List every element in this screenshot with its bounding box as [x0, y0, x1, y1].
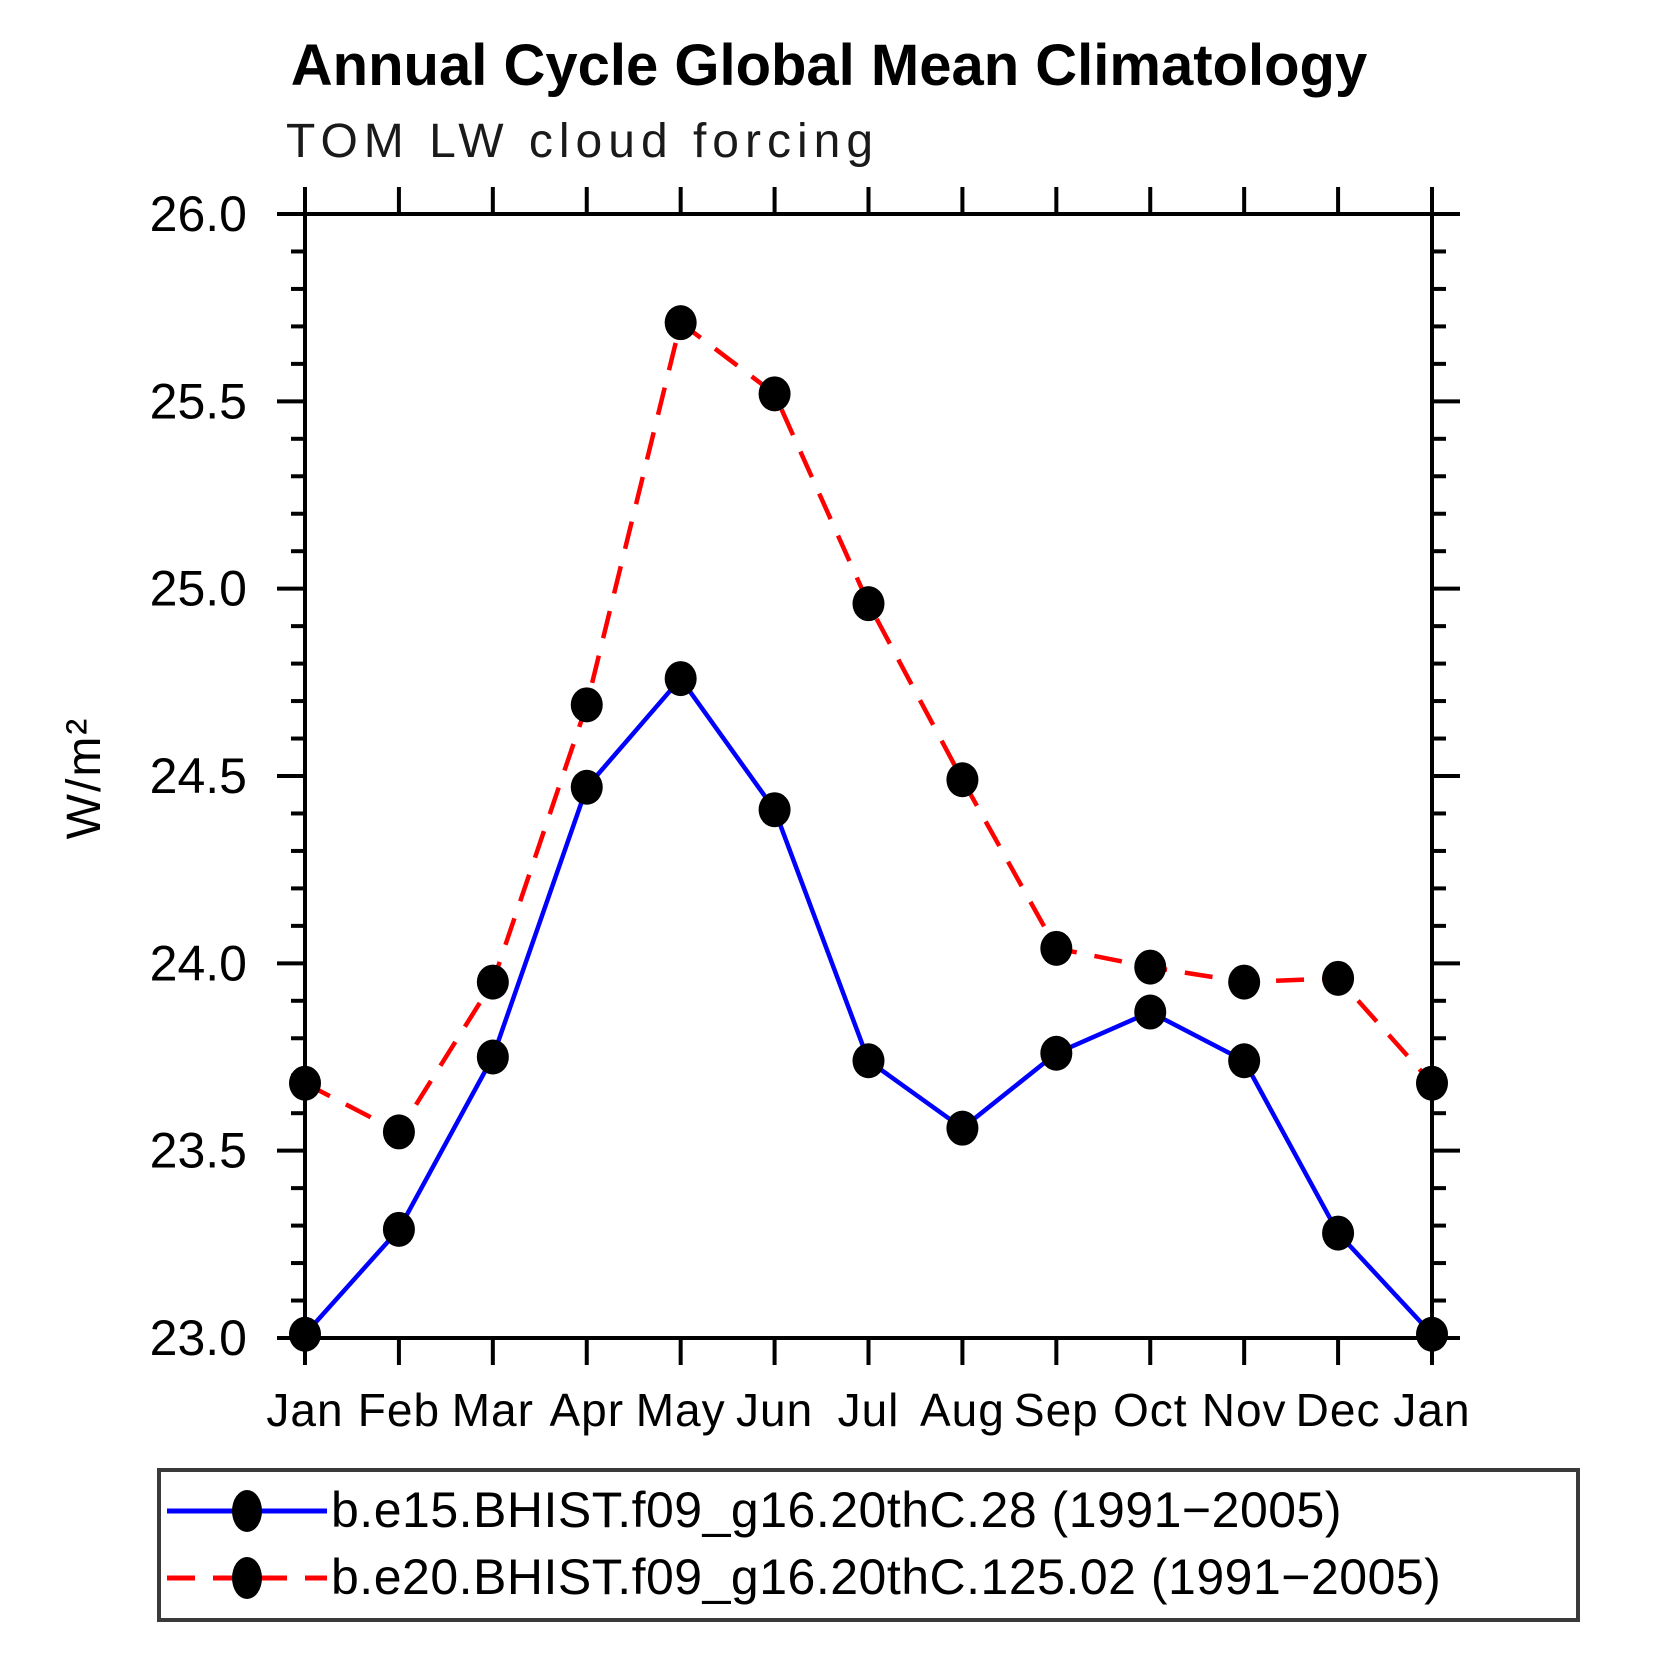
data-point-marker-s0-1 — [382, 1211, 415, 1247]
data-point-marker-s0-10 — [1228, 1043, 1261, 1079]
x-tick-label: Apr — [549, 1384, 624, 1436]
x-tick-label: Nov — [1202, 1384, 1287, 1436]
data-point-marker-s0-4 — [664, 661, 697, 697]
y-tick-label: 24.0 — [150, 935, 247, 991]
x-tick-label: Jun — [736, 1384, 813, 1436]
x-tick-label: Jan — [1393, 1384, 1470, 1436]
chart-subtitle: TOM LW cloud forcing — [286, 115, 880, 168]
legend-entry-label-0: b.e15.BHIST.f09_g16.20thC.28 (1991−2005) — [331, 1482, 1342, 1538]
data-point-marker-s1-2 — [476, 964, 509, 1000]
data-point-marker-s0-12 — [1416, 1316, 1448, 1352]
data-point-marker-s1-3 — [570, 687, 603, 723]
data-point-marker-s0-0 — [289, 1316, 321, 1352]
chart-title: Annual Cycle Global Mean Climatology — [290, 33, 1368, 98]
legend-marker-0 — [232, 1490, 262, 1532]
data-point-marker-s1-1 — [382, 1114, 415, 1150]
x-tick-label: Jul — [838, 1384, 900, 1436]
data-point-marker-s1-11 — [1322, 960, 1355, 996]
x-tick-label: Feb — [358, 1384, 440, 1436]
y-tick-label: 23.0 — [150, 1310, 247, 1366]
x-tick-label: Dec — [1296, 1384, 1381, 1436]
data-point-marker-s0-3 — [570, 769, 603, 805]
y-tick-label: 24.5 — [150, 748, 247, 804]
x-tick-label: May — [636, 1384, 726, 1436]
y-tick-label: 25.5 — [150, 373, 247, 429]
data-point-marker-s0-6 — [852, 1043, 885, 1079]
legend-box — [157, 1468, 1580, 1622]
plot-frame — [303, 212, 1434, 1340]
y-tick-label: 23.5 — [150, 1123, 247, 1179]
data-point-marker-s1-0 — [289, 1065, 321, 1101]
x-tick-label: Aug — [920, 1384, 1005, 1436]
y-tick-label: 26.0 — [150, 186, 247, 242]
x-tick-label: Sep — [1014, 1384, 1099, 1436]
y-axis-label: W/m² — [58, 717, 111, 840]
data-point-marker-s0-7 — [946, 1110, 979, 1146]
data-point-marker-s0-11 — [1322, 1215, 1355, 1251]
data-point-marker-s1-7 — [946, 762, 979, 798]
x-tick-label: Oct — [1113, 1384, 1188, 1436]
data-point-marker-s1-12 — [1416, 1065, 1448, 1101]
legend-entry-label-1: b.e20.BHIST.f09_g16.20thC.125.02 (1991−2… — [331, 1549, 1441, 1605]
data-point-marker-s1-5 — [758, 376, 791, 412]
x-tick-label: Mar — [452, 1384, 534, 1436]
y-tick-label: 25.0 — [150, 561, 247, 617]
data-point-marker-s1-10 — [1228, 964, 1261, 1000]
series-line-0 — [303, 676, 1434, 1336]
data-point-marker-s1-4 — [664, 305, 697, 341]
legend-marker-1 — [232, 1557, 262, 1599]
data-point-marker-s1-8 — [1040, 930, 1073, 966]
series-line-1 — [303, 320, 1434, 1135]
data-point-marker-s1-6 — [852, 586, 885, 622]
data-point-marker-s1-9 — [1134, 949, 1167, 985]
data-point-marker-s0-5 — [758, 792, 791, 828]
data-point-marker-s0-9 — [1134, 994, 1167, 1030]
x-tick-label: Jan — [266, 1384, 343, 1436]
data-point-marker-s0-2 — [476, 1039, 509, 1075]
data-point-marker-s0-8 — [1040, 1035, 1073, 1071]
